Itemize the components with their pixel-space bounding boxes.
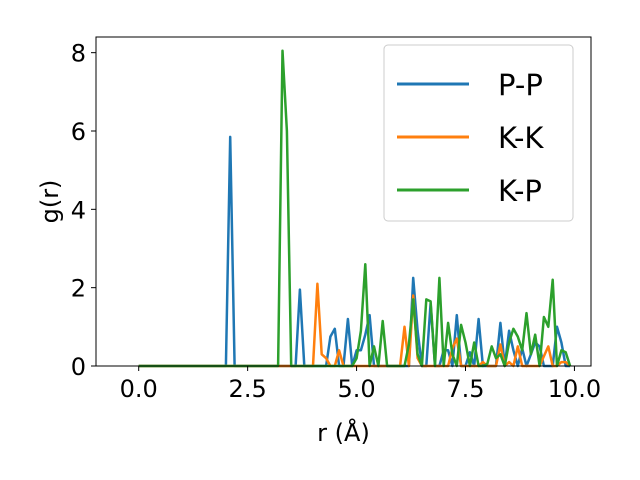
x-axis: 0.0 2.5 5.0 7.5 10.0: [120, 366, 601, 403]
legend-label-p-p: P-P: [498, 68, 543, 102]
y-axis-label: g(r): [36, 180, 64, 224]
x-axis-label: r (Å): [317, 418, 370, 447]
x-tick-label: 0.0: [120, 375, 158, 403]
x-tick-label: 7.5: [446, 375, 484, 403]
legend: P-P K-K K-P: [383, 44, 574, 222]
legend-label-k-k: K-K: [498, 121, 544, 155]
legend-label-k-p: K-P: [498, 174, 542, 208]
y-tick-label: 4: [71, 196, 86, 224]
plot-frame: [95, 36, 592, 367]
y-tick-label: 6: [71, 118, 86, 146]
x-tick-label: 10.0: [548, 375, 601, 403]
x-tick-label: 2.5: [229, 375, 267, 403]
series-line-p-p: [138, 135, 571, 368]
legend-box: [383, 44, 574, 222]
y-tick-label: 2: [71, 275, 86, 303]
y-tick-label: 8: [71, 40, 86, 68]
y-tick-label: 0: [71, 353, 86, 381]
x-tick-label: 5.0: [337, 375, 375, 403]
plot-area: [95, 36, 592, 368]
y-axis: 0 2 4 6 8: [71, 40, 96, 381]
